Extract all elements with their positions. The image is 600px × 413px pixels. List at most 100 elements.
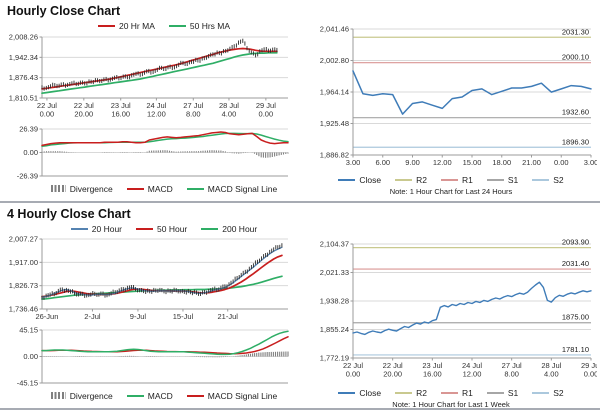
50-hrs-ma-swatch-icon: [168, 24, 186, 27]
hourly-price-chart: 2,008.26 1,942.34 1,876.43 1,810.51 22 Jul 0.…: [0, 32, 302, 124]
macd-signal-line-swatch-icon: [186, 394, 204, 397]
legend-label: R1: [461, 387, 473, 398]
svg-text:20.00: 20.00: [74, 110, 93, 119]
s2-swatch-icon: [532, 178, 550, 181]
hourly-section-title: Hourly Close Chart: [7, 4, 121, 18]
section-divider: [0, 201, 600, 203]
legend-item-macd: MACD: [126, 391, 173, 401]
four-hourly-pivot-chart: 2093.90 2031.40 1875.00 1781.10 2,104.37 2,02…: [305, 236, 600, 386]
svg-text:1,855.24: 1,855.24: [320, 325, 349, 334]
legend-label: R2: [416, 174, 427, 185]
legend-item-s1: S1: [486, 387, 519, 398]
hourly-macd-chart: 26.39 0.00 -26.39: [0, 124, 302, 182]
hourly-ma-legend: 20 Hr MA 50 Hrs MA: [0, 19, 302, 32]
svg-text:1,772.19: 1,772.19: [320, 354, 349, 363]
pivot-line-s1: 1875.00: [353, 313, 591, 324]
20-hour-swatch-icon: [70, 227, 88, 230]
gridlines: [42, 329, 288, 384]
svg-text:2000.10: 2000.10: [562, 53, 589, 62]
four-hourly-ma-legend: 20 Hour 50 Hour 200 Hour: [0, 222, 302, 235]
svg-text:8.00: 8.00: [186, 110, 201, 119]
legend-label: MACD Signal Line: [207, 183, 278, 194]
svg-text:1,826.73: 1,826.73: [9, 281, 38, 290]
s1-swatch-icon: [486, 391, 504, 394]
svg-text:23 Jul: 23 Jul: [111, 101, 131, 110]
legend-item-r2: R2: [395, 388, 427, 398]
bottom-divider: [0, 408, 600, 410]
svg-text:22 Jul: 22 Jul: [37, 101, 57, 110]
legend-item-divergence: Divergence: [50, 183, 113, 194]
svg-text:16.00: 16.00: [423, 370, 442, 379]
legend-label: S1: [507, 387, 519, 398]
svg-text:3.00: 3.00: [346, 158, 361, 167]
r2-swatch-icon: [395, 391, 413, 394]
gridlines: [42, 238, 288, 310]
four-hourly-macd-legend: Divergence MACD MACD Signal Line: [0, 389, 302, 402]
svg-text:0.00: 0.00: [346, 370, 361, 379]
legend-label: S1: [507, 174, 519, 185]
legend-item-macd-signal-line: MACD Signal Line: [186, 390, 278, 401]
r1-swatch-icon: [440, 391, 458, 394]
legend-label: Divergence: [69, 390, 113, 401]
gridlines: [353, 243, 591, 359]
series-macd: [41, 131, 289, 147]
four-hourly-price-chart: 2,007.27 1,917.00 1,826.73 1,736.46 26-Jun 2-…: [0, 235, 302, 325]
close-swatch-icon: [338, 178, 356, 181]
svg-text:2093.90: 2093.90: [562, 238, 589, 247]
macd-swatch-icon: [126, 394, 144, 397]
legend-item-close: Close: [338, 175, 381, 185]
macd-signal-line-swatch-icon: [186, 187, 204, 190]
svg-text:12.00: 12.00: [147, 110, 166, 119]
hourly-note: Note: 1 Hour Chart for Last 24 Hours: [389, 187, 513, 196]
svg-text:20.00: 20.00: [383, 370, 402, 379]
series-price: [41, 38, 278, 91]
svg-text:8.00: 8.00: [504, 370, 519, 379]
svg-text:0.00: 0.00: [584, 370, 597, 379]
legend-label: Divergence: [69, 183, 113, 194]
svg-text:21-Jul: 21-Jul: [218, 312, 239, 321]
svg-text:21.00: 21.00: [522, 158, 541, 167]
svg-text:9.00: 9.00: [405, 158, 420, 167]
legend-item-50-hour: 50 Hour: [136, 224, 187, 234]
svg-text:3.00: 3.00: [584, 158, 597, 167]
50-hour-swatch-icon: [136, 227, 154, 230]
20-hr-ma-swatch-icon: [97, 24, 115, 27]
legend-label: MACD Signal Line: [207, 390, 278, 401]
legend-item-200-hour: 200 Hour: [201, 224, 257, 234]
svg-text:0.00: 0.00: [40, 110, 55, 119]
svg-text:-45.15: -45.15: [17, 379, 38, 388]
series-50-hrs-ma: [41, 51, 278, 95]
legend-item-r1: R1: [440, 387, 473, 398]
legend-item-s1: S1: [486, 174, 519, 185]
hourly-macd-legend: Divergence MACD MACD Signal Line: [0, 182, 302, 195]
hourly-section: Hourly Close Chart 20 Hr MA 50 Hrs MA 2,0…: [0, 0, 600, 201]
hourly_macd-svg: 26.39 0.00 -26.39: [17, 125, 289, 181]
svg-text:24 Jul: 24 Jul: [146, 101, 166, 110]
svg-text:22 Jul: 22 Jul: [74, 101, 94, 110]
series-divergence: [41, 150, 289, 158]
legend-item-20-hour: 20 Hour: [70, 224, 122, 234]
pivot-line-r1: 2031.40: [353, 259, 591, 270]
svg-text:1,942.34: 1,942.34: [9, 53, 38, 62]
divergence-swatch-icon: [50, 185, 66, 192]
series-price: [41, 243, 283, 300]
svg-text:2-Jul: 2-Jul: [84, 312, 101, 321]
svg-text:27 Jul: 27 Jul: [183, 101, 203, 110]
legend-item-s2: S2: [532, 388, 564, 398]
svg-text:28 Jul: 28 Jul: [219, 101, 239, 110]
svg-text:24 Jul: 24 Jul: [462, 361, 482, 370]
legend-item-20-hr-ma: 20 Hr MA: [97, 21, 155, 31]
legend-item-macd-signal-line: MACD Signal Line: [186, 183, 278, 194]
svg-text:2031.30: 2031.30: [562, 27, 589, 36]
svg-text:1,736.46: 1,736.46: [9, 305, 38, 314]
svg-text:0.00: 0.00: [23, 148, 38, 157]
svg-text:23 Jul: 23 Jul: [422, 361, 442, 370]
s1-swatch-icon: [486, 178, 504, 181]
gridlines: [353, 28, 591, 156]
pivot-line-s2: 1781.10: [353, 345, 591, 356]
svg-text:2,008.26: 2,008.26: [9, 33, 38, 42]
svg-text:2,002.80: 2,002.80: [320, 56, 349, 65]
svg-text:2,041.46: 2,041.46: [320, 25, 349, 34]
